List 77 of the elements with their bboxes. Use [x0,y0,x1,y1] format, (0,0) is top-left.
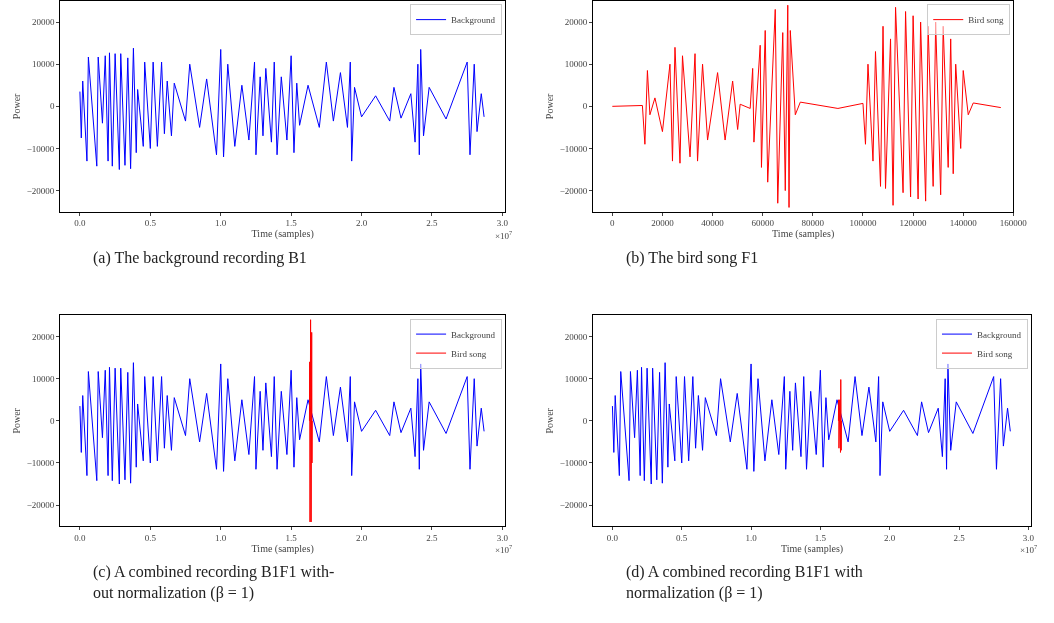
x-tick-label: 1.5 [814,532,827,543]
y-tick-label: 0 [49,101,55,112]
x-axis-title: Time (samples) [781,542,844,555]
y-tick-label: −20000 [26,500,55,511]
line-series [611,362,1011,485]
x-tick-label: 40000 [701,218,725,229]
x-tick-label: 1.0 [215,218,227,229]
x-tick-label: 20000 [651,218,675,229]
y-axis-title: Power [10,407,22,434]
x-tick-label: 0.5 [676,532,688,543]
y-tick-label: 0 [582,415,588,426]
x-tick-label: 2.5 [426,218,439,229]
legend-label: Bird song [968,15,1004,26]
text: (d) A combined recording B1F1 with normalization (β = 1) [626,563,863,602]
y-axis-title: Power [543,92,555,120]
x-tick-label: 1.5 [285,532,298,543]
y-tick-label: −10000 [559,458,588,469]
x-axis-title: Time (samples) [772,228,835,241]
x-tick-label: 0 [610,218,616,229]
x-axis-title: Time (samples) [251,542,314,555]
text: ×10$^{7}$ [1020,543,1038,555]
x-tick-label: 0.0 [74,532,87,543]
y-tick-label: −10000 [559,143,588,154]
line-series [837,379,842,453]
y-tick-label: −20000 [26,185,55,196]
x-tick-label: 0.5 [144,532,157,543]
y-tick-label: 10000 [564,59,588,70]
legend-label: Background [451,329,496,340]
line-series [79,47,485,171]
y-tick-label: −10000 [26,458,55,469]
x-tick-label: 120000 [899,218,928,229]
y-tick-label: −10000 [26,143,55,154]
x-tick-label: 160000 [999,218,1028,229]
line-series [611,4,1002,208]
y-tick-label: 20000 [564,17,588,28]
y-tick-label: 0 [49,415,55,426]
x-tick-label: 2.0 [355,532,368,543]
x-tick-label: 2.0 [355,218,368,229]
x-tick-label: 2.5 [426,532,439,543]
text: (b) The bird song F1 [626,249,759,267]
legend-label: Bird song [977,348,1013,359]
line-series [308,319,313,523]
x-tick-label: 2.0 [884,532,896,543]
y-tick-label: 0 [582,101,588,112]
text: (a) The background recording B1 [93,249,307,267]
y-axis-title: Power [10,92,22,120]
y-tick-label: 20000 [564,331,588,342]
y-axis-title: Power [543,407,555,434]
y-tick-label: −20000 [559,185,588,196]
x-tick-label: 3.0 [1022,532,1035,543]
x-tick-label: 60000 [751,218,775,229]
y-tick-label: 10000 [31,59,55,70]
x-tick-label: 0.0 [74,218,87,229]
x-tick-label: 1.5 [285,218,298,229]
y-tick-label: 10000 [564,373,588,384]
x-tick-label: 100000 [849,218,877,229]
text: (c) A combined recording B1F1 with- out normalization (β = 1) [93,563,335,602]
line-series [79,362,485,485]
x-tick-label: 0.5 [144,218,157,229]
x-axis-title: Time (samples) [251,228,314,241]
x-tick-label: 0.0 [606,532,619,543]
x-tick-label: 1.0 [745,532,758,543]
x-tick-label: 80000 [801,218,825,229]
legend-label: Background [977,329,1022,340]
legend-label: Background [451,15,496,26]
y-tick-label: −20000 [559,500,588,511]
text: ×10$^{7}$ [495,229,513,241]
x-tick-label: 140000 [949,218,978,229]
x-tick-label: 1.0 [215,532,227,543]
y-tick-label: 20000 [31,17,55,28]
x-tick-label: 2.5 [953,532,966,543]
y-tick-label: 10000 [31,373,55,384]
x-tick-label: 3.0 [496,532,509,543]
x-tick-label: 3.0 [496,218,509,229]
text: ×10$^{7}$ [495,543,513,555]
legend-label: Bird song [451,348,487,359]
y-tick-label: 20000 [31,331,55,342]
